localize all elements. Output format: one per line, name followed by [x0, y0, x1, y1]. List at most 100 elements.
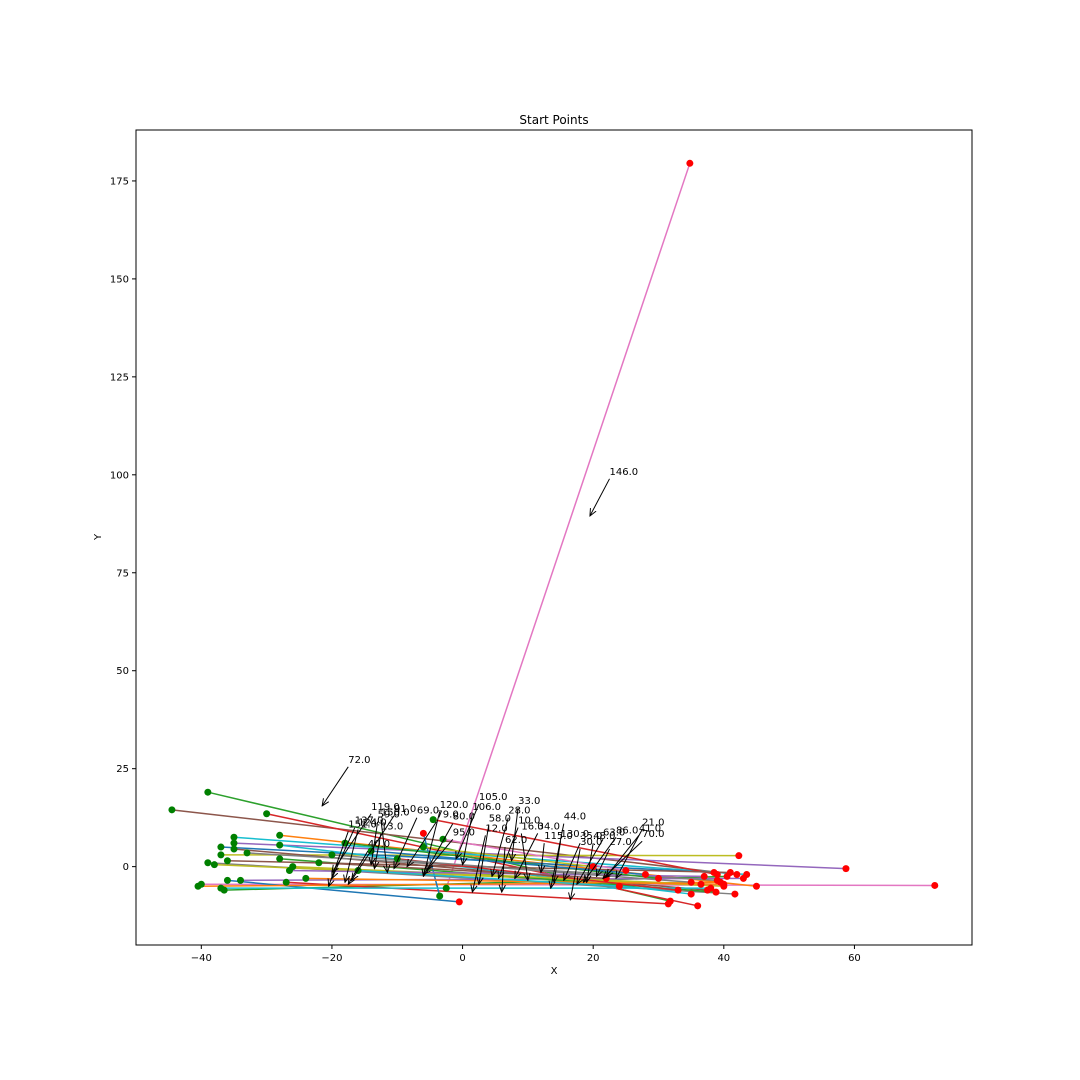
- start-point-marker-19: [276, 855, 284, 863]
- end-point-marker-10: [731, 890, 739, 898]
- annotation-label-11: 33.0: [518, 796, 540, 807]
- annotation-label-12: 10.0: [518, 816, 540, 827]
- y-tick-label-2: 50: [116, 666, 129, 677]
- start-point-marker-8: [230, 833, 238, 841]
- end-point-marker-32: [589, 863, 597, 871]
- end-point-marker-27: [720, 880, 728, 888]
- annotation-label-35: 58.0: [489, 814, 511, 825]
- end-point-marker-21: [419, 829, 427, 837]
- end-point-marker-23: [713, 876, 721, 884]
- end-point-marker-19: [712, 888, 720, 896]
- y-axis-ticks: 0 25 50 75 100 125 150 175: [110, 176, 136, 873]
- x-tick-label-4: 40: [717, 953, 730, 964]
- start-point-marker-2: [204, 788, 212, 796]
- annotation-label-3: 91.0: [394, 804, 416, 815]
- annotation-label-4: 69.0: [417, 806, 439, 817]
- annotation-label-14: 21.0: [642, 817, 664, 828]
- end-point-marker-5: [842, 865, 850, 873]
- x-tick-label-0: −40: [191, 953, 212, 964]
- annotation-arrow-20: [564, 843, 581, 880]
- y-tick-label-5: 125: [110, 372, 129, 383]
- annotation-label-2: 119.0: [371, 802, 400, 813]
- annotation-label-9: 106.0: [472, 802, 501, 813]
- annotation-arrow-10: [492, 817, 509, 877]
- end-point-marker-6: [752, 882, 760, 890]
- annotation-label-1: 72.0: [348, 755, 370, 766]
- annotation-label-19: 48.0: [593, 831, 615, 842]
- start-point-marker-17: [276, 841, 284, 849]
- annotation-arrow-9: [463, 813, 473, 865]
- annotation-arrow-3: [352, 815, 395, 881]
- annotation-arrow-37: [520, 833, 528, 880]
- x-tick-label-1: −20: [321, 953, 342, 964]
- y-tick-label-3: 75: [116, 568, 129, 579]
- annotation-label-23: 34.0: [538, 821, 560, 832]
- end-point-marker-4: [694, 902, 702, 910]
- end-point-marker-28: [655, 874, 662, 882]
- series-line-27: [305, 877, 724, 886]
- start-point-marker-13: [217, 843, 225, 851]
- start-point-marker-3: [168, 806, 176, 814]
- start-point-marker-27: [302, 874, 310, 882]
- start-point-marker-23: [243, 849, 251, 857]
- annotation-label-29: 124.0: [358, 817, 387, 828]
- annotation-arrow-31: [371, 821, 379, 865]
- chart-title: Start Points: [519, 113, 588, 127]
- plot-frame: [135, 129, 973, 946]
- start-point-marker-35: [315, 859, 323, 867]
- end-point-marker-24: [707, 884, 715, 892]
- annotation-label-27: 137.0: [355, 816, 384, 827]
- annotation-label-20: 35.0: [580, 831, 602, 842]
- end-point-marker-17: [687, 890, 695, 898]
- annotation-label-32: 150.0: [381, 808, 410, 819]
- y-tick-label-7: 175: [110, 176, 129, 187]
- end-point-marker-7: [735, 852, 743, 860]
- start-point-marker-34: [328, 851, 336, 859]
- annotation-label-22: 130.0: [561, 829, 590, 840]
- start-point-marker-9: [223, 876, 231, 884]
- start-point-marker-14: [194, 882, 202, 890]
- annotation-arrow-7: [427, 823, 454, 871]
- start-point-marker-5: [230, 839, 238, 847]
- y-axis-label: Y: [93, 533, 104, 541]
- start-point-marker-4: [263, 810, 271, 818]
- end-point-marker-20: [713, 870, 721, 878]
- annotation-label-25: 30.0: [580, 837, 602, 848]
- annotation-label-28: 151.0: [348, 819, 377, 830]
- annotation-label-30: 13.0: [381, 821, 403, 832]
- series-line-8: [233, 836, 747, 876]
- start-point-marker-10: [204, 859, 212, 867]
- start-point-marker-21: [436, 892, 444, 900]
- x-tick-label-2: 0: [459, 953, 465, 964]
- start-point-marker-7: [217, 851, 225, 859]
- annotation-arrow-26: [423, 838, 454, 874]
- annotation-arrow-23: [515, 833, 539, 878]
- annotation-arrow-36: [502, 847, 505, 892]
- annotation-label-5: 120.0: [440, 800, 469, 811]
- start-point-marker-6: [276, 831, 284, 839]
- end-point-marker-26: [700, 872, 708, 880]
- annotation-label-6: 79.0: [436, 810, 458, 821]
- y-tick-label-6: 150: [110, 274, 129, 285]
- x-tick-label-5: 60: [848, 953, 861, 964]
- start-point-marker-25: [223, 857, 231, 865]
- x-axis-ticks: −40 −20 0 20 40 60: [191, 945, 861, 964]
- end-point-marker-30: [674, 886, 682, 894]
- y-tick-label-4: 100: [110, 470, 129, 481]
- annotation-label-13: 44.0: [564, 812, 586, 823]
- annotation-label-26: 95.0: [453, 827, 475, 838]
- annotation-label-21: 27.0: [610, 837, 632, 848]
- marker-layer: [168, 159, 939, 910]
- annotation-label-15: 41.0: [639, 823, 661, 834]
- annotation-arrow-35: [479, 825, 490, 885]
- annotation-arrow-8: [456, 803, 480, 859]
- annotation-arrow-11: [512, 807, 519, 861]
- annotation-arrow-29: [345, 829, 359, 882]
- x-tick-label-3: 20: [587, 953, 600, 964]
- x-axis-label: X: [551, 966, 558, 977]
- end-point-marker-33: [615, 882, 623, 890]
- end-point-marker-0: [686, 159, 694, 167]
- series-line-34: [331, 854, 692, 884]
